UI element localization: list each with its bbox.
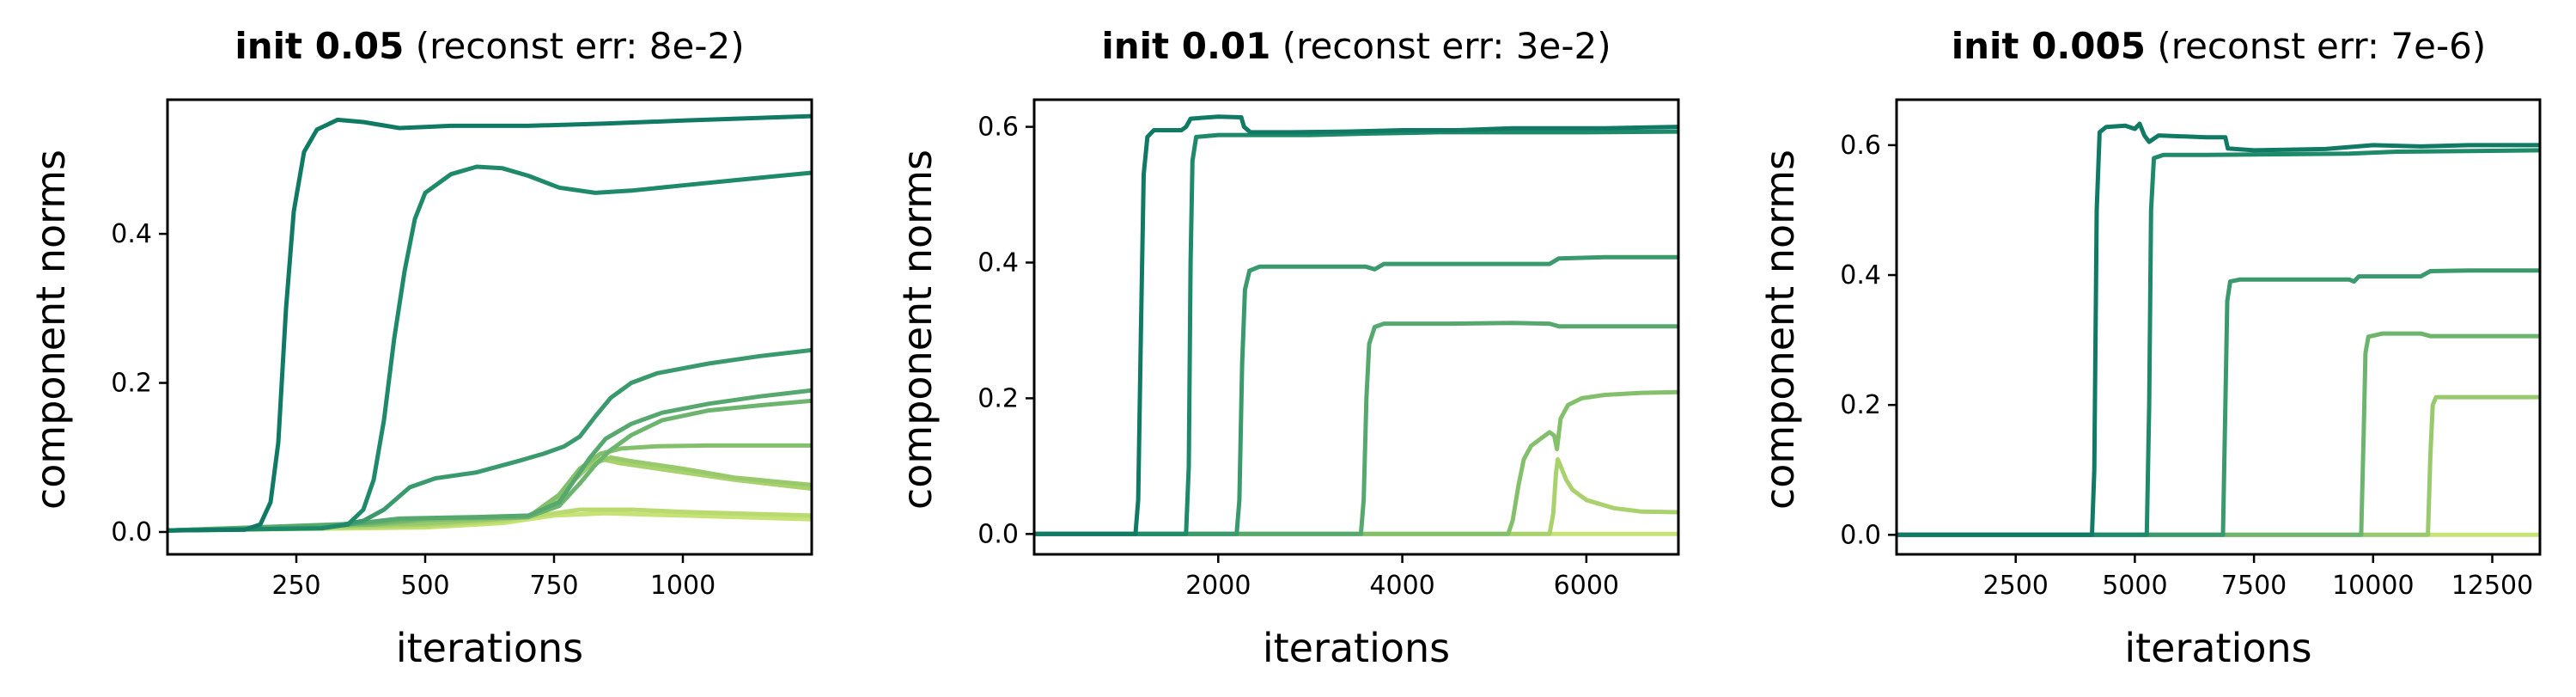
x-tick-label: 2000: [1185, 571, 1251, 601]
chart-panel-1: 250 500 750 1000 0.0 0.2 0.4 init 0.05 (reconst…: [27, 25, 813, 671]
series-line-2: [1897, 148, 2540, 537]
chart-title: init 0.01 (reconst err: 3e-2): [1101, 25, 1611, 67]
series-line-4: [167, 388, 812, 533]
y-axis-label: component norms: [27, 150, 74, 510]
y-tick-label: 0.0: [111, 517, 152, 547]
x-axis-label: iterations: [2124, 625, 2311, 671]
chart-title-detail: (reconst err: 3e-2): [1270, 25, 1611, 67]
y-tick-label: 0.4: [111, 219, 152, 249]
x-tick-label: 750: [529, 571, 578, 601]
plot-frame: [1032, 98, 1680, 556]
x-tick-label: 1000: [650, 571, 716, 601]
y-tick-label: 0.4: [1840, 260, 1881, 290]
series-line-2: [167, 164, 812, 533]
y-tick-label: 0.0: [977, 519, 1019, 549]
series-line-5: [1034, 389, 1678, 536]
x-tick-label: 12500: [2451, 571, 2533, 601]
x-tick-label: 6000: [1554, 571, 1619, 601]
x-tick-label: 500: [400, 571, 449, 601]
series-group: [1034, 114, 1678, 536]
series-line-1: [1034, 114, 1678, 536]
y-axis-label: component norms: [894, 150, 941, 510]
series-line-1: [167, 113, 812, 533]
chart-title-bold: init 0.01: [1101, 25, 1270, 67]
series-line-6: [1034, 457, 1678, 536]
y-tick-label: 0.2: [111, 369, 152, 399]
y-tick-label: 0.2: [977, 383, 1019, 413]
chart-title-bold: init 0.05: [234, 25, 404, 67]
chart-title-detail: (reconst err: 7e-6): [2146, 25, 2486, 67]
x-tick-label: 10000: [2332, 571, 2414, 601]
series-line-3: [167, 347, 812, 533]
series-group: [167, 113, 812, 533]
series-line-3: [1034, 254, 1678, 536]
series-line-4: [1034, 321, 1678, 536]
chart-title-bold: init 0.005: [1952, 25, 2146, 67]
x-axis-label: iterations: [1263, 625, 1450, 671]
chart-title: init 0.05 (reconst err: 8e-2): [234, 25, 744, 67]
x-tick-label: 250: [271, 571, 320, 601]
plot-frame: [1895, 98, 2542, 556]
series-group: [1897, 121, 2540, 537]
y-tick-label: 0.2: [1840, 390, 1881, 420]
chart-panel-3: 2500 5000 7500 10000 12500 0.0 0.2 0.4 0.6 init 0…: [1757, 25, 2542, 671]
series-line-4: [1897, 331, 2540, 537]
chart-title: init 0.005 (reconst err: 7e-6): [1952, 25, 2487, 67]
x-axis-label: iterations: [396, 625, 583, 671]
x-tick-label: 2500: [1983, 571, 2049, 601]
series-line-5: [1897, 394, 2540, 537]
y-tick-label: 0.6: [977, 113, 1019, 143]
x-tick-label: 4000: [1369, 571, 1434, 601]
x-tick-label: 5000: [2102, 571, 2167, 601]
x-tick-label: 7500: [2221, 571, 2287, 601]
y-tick-label: 0.0: [1840, 520, 1881, 550]
plot-frame: [166, 98, 813, 556]
chart-title-detail: (reconst err: 8e-2): [404, 25, 744, 67]
y-axis-label: component norms: [1757, 150, 1803, 510]
series-line-3: [1897, 268, 2540, 537]
y-tick-label: 0.6: [1840, 131, 1881, 161]
chart-panel-2: 2000 4000 6000 0.0 0.2 0.4 0.6 init 0.01 (recon…: [894, 25, 1680, 671]
y-tick-label: 0.4: [977, 248, 1019, 278]
series-line-1: [1897, 121, 2540, 537]
series-line-2: [1034, 129, 1678, 536]
